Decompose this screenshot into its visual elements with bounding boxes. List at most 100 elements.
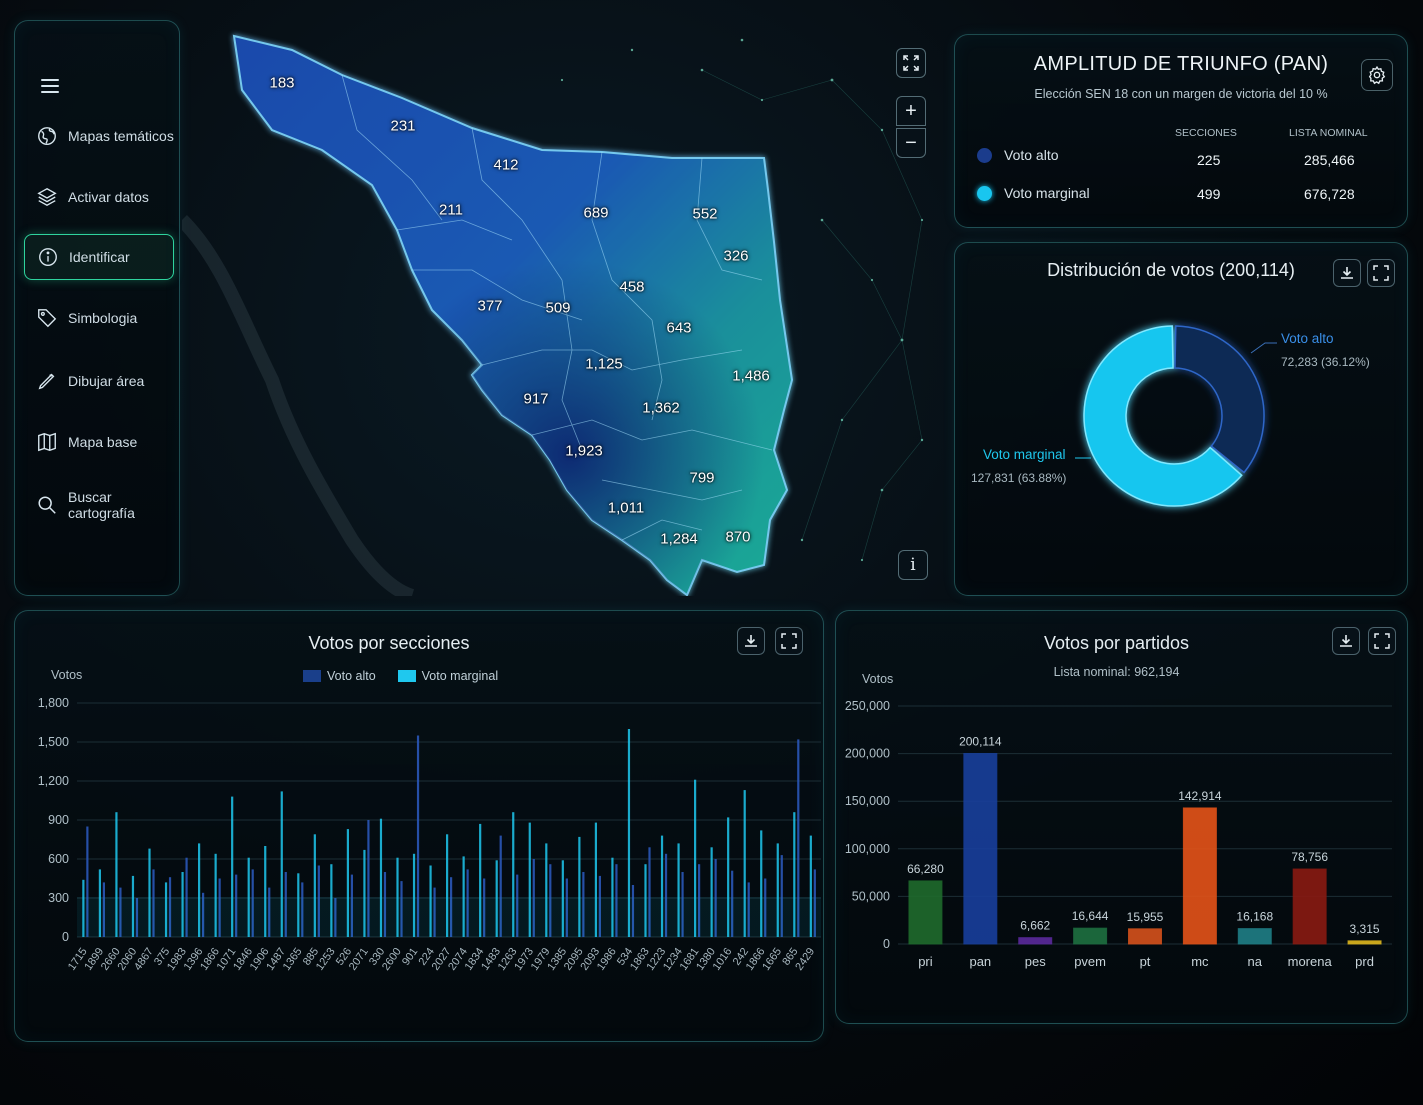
bar-voto-alto[interactable] — [598, 875, 601, 937]
bar-voto-alto[interactable] — [731, 870, 734, 937]
bar-voto-alto[interactable] — [135, 898, 139, 937]
bar-voto-alto[interactable] — [400, 881, 403, 937]
bar-voto-marginal[interactable] — [346, 829, 349, 937]
bar-voto-alto[interactable] — [102, 882, 105, 937]
bar-voto-alto[interactable] — [450, 877, 453, 937]
settings-button[interactable] — [1361, 59, 1393, 91]
bar-pvem[interactable] — [1073, 927, 1108, 945]
bar-voto-alto[interactable] — [433, 887, 436, 937]
bar-voto-alto[interactable] — [615, 864, 618, 937]
bar-voto-alto[interactable] — [119, 887, 122, 937]
bar-pan[interactable] — [963, 752, 998, 945]
bar-morena[interactable] — [1292, 868, 1327, 945]
bar-pri[interactable] — [908, 880, 943, 945]
bar-voto-alto[interactable] — [532, 859, 535, 937]
bar-voto-marginal[interactable] — [412, 853, 416, 937]
bar-voto-marginal[interactable] — [727, 817, 730, 937]
bar-voto-marginal[interactable] — [809, 835, 812, 937]
bar-voto-marginal[interactable] — [214, 853, 217, 937]
bar-voto-marginal[interactable] — [760, 830, 763, 937]
bar-voto-alto[interactable] — [251, 869, 254, 937]
bar-voto-alto[interactable] — [367, 820, 370, 937]
bar-voto-alto[interactable] — [714, 859, 717, 937]
bar-voto-marginal[interactable] — [98, 869, 101, 937]
bar-voto-marginal[interactable] — [363, 849, 366, 937]
bar-voto-alto[interactable] — [268, 887, 271, 937]
bar-voto-marginal[interactable] — [644, 864, 647, 937]
bar-voto-marginal[interactable] — [611, 857, 614, 937]
bar-voto-marginal[interactable] — [131, 875, 135, 937]
bar-voto-marginal[interactable] — [446, 834, 449, 937]
bar-voto-alto[interactable] — [483, 878, 486, 938]
bar-voto-marginal[interactable] — [512, 812, 515, 937]
bar-voto-alto[interactable] — [631, 885, 635, 937]
bar-voto-alto[interactable] — [218, 878, 221, 938]
bar-voto-alto[interactable] — [235, 874, 238, 937]
bar-voto-alto[interactable] — [516, 874, 519, 937]
bar-voto-marginal[interactable] — [297, 873, 300, 937]
bar-voto-marginal[interactable] — [660, 835, 664, 937]
bar-voto-alto[interactable] — [780, 855, 783, 937]
bar-voto-alto[interactable] — [549, 864, 552, 937]
bar-voto-alto[interactable] — [416, 735, 420, 938]
bar-prd[interactable] — [1347, 940, 1382, 945]
donut-slice-voto-alto[interactable] — [1174, 325, 1265, 474]
bar-voto-marginal[interactable] — [164, 882, 168, 937]
bar-voto-marginal[interactable] — [710, 847, 713, 937]
bar-voto-marginal[interactable] — [793, 812, 796, 937]
bar-voto-alto[interactable] — [747, 882, 750, 937]
bar-voto-marginal[interactable] — [396, 857, 399, 937]
fullscreen-button[interactable] — [1368, 627, 1396, 655]
bar-voto-marginal[interactable] — [776, 843, 779, 937]
map-fullscreen-button[interactable] — [896, 48, 926, 78]
bar-voto-marginal[interactable] — [561, 860, 564, 937]
bar-mc[interactable] — [1182, 807, 1217, 945]
map-info-button[interactable]: i — [898, 550, 928, 580]
bar-voto-marginal[interactable] — [181, 872, 184, 937]
bar-voto-marginal[interactable] — [743, 790, 746, 937]
zoom-in-button[interactable]: + — [896, 96, 926, 126]
bar-voto-alto[interactable] — [466, 869, 469, 937]
bar-voto-marginal[interactable] — [677, 843, 680, 937]
bar-voto-alto[interactable] — [350, 874, 353, 937]
bar-voto-alto[interactable] — [813, 869, 816, 937]
bar-voto-marginal[interactable] — [545, 843, 548, 937]
bar-voto-marginal[interactable] — [578, 836, 581, 937]
bar-voto-alto[interactable] — [383, 872, 387, 937]
bar-voto-marginal[interactable] — [264, 846, 267, 937]
bar-voto-alto[interactable] — [185, 857, 188, 937]
bar-voto-marginal[interactable] — [594, 822, 597, 937]
sidebar-item-activar-datos[interactable]: Activar datos — [24, 174, 174, 220]
sidebar-item-simbologia[interactable]: Simbologia — [24, 295, 174, 341]
bar-voto-marginal[interactable] — [462, 856, 465, 937]
bar-voto-alto[interactable] — [681, 872, 684, 937]
bar-voto-marginal[interactable] — [247, 857, 250, 937]
bar-voto-marginal[interactable] — [495, 860, 498, 937]
bar-voto-alto[interactable] — [648, 847, 651, 937]
map-canvas[interactable] — [182, 20, 944, 596]
bar-pt[interactable] — [1128, 928, 1162, 945]
donut-slice-voto-marginal[interactable] — [1083, 325, 1243, 507]
download-button[interactable] — [737, 627, 765, 655]
bar-voto-marginal[interactable] — [280, 791, 283, 937]
bar-voto-marginal[interactable] — [330, 864, 333, 937]
bar-voto-marginal[interactable] — [429, 865, 432, 938]
bar-voto-alto[interactable] — [86, 826, 89, 938]
bar-voto-alto[interactable] — [301, 882, 304, 937]
bar-voto-alto[interactable] — [565, 878, 568, 938]
sidebar-item-dibujar-area[interactable]: Dibujar área — [24, 358, 174, 404]
bar-voto-marginal[interactable] — [231, 796, 234, 937]
bar-voto-alto[interactable] — [664, 853, 668, 937]
bar-voto-alto[interactable] — [168, 877, 172, 937]
bar-voto-alto[interactable] — [152, 869, 155, 937]
bar-voto-marginal[interactable] — [479, 823, 482, 937]
bar-voto-marginal[interactable] — [694, 779, 697, 937]
bar-voto-alto[interactable] — [582, 872, 585, 937]
fullscreen-button[interactable] — [1367, 259, 1395, 287]
bar-voto-alto[interactable] — [317, 865, 320, 938]
sidebar-item-mapa-base[interactable]: Mapa base — [24, 419, 174, 465]
sidebar-item-identificar[interactable]: Identificar — [24, 234, 174, 280]
sidebar-item-mapas-tematicos[interactable]: Mapas temáticos — [24, 113, 174, 159]
bar-voto-marginal[interactable] — [313, 834, 316, 937]
sidebar-item-buscar-cartografia[interactable]: Buscar cartografía — [24, 482, 174, 528]
